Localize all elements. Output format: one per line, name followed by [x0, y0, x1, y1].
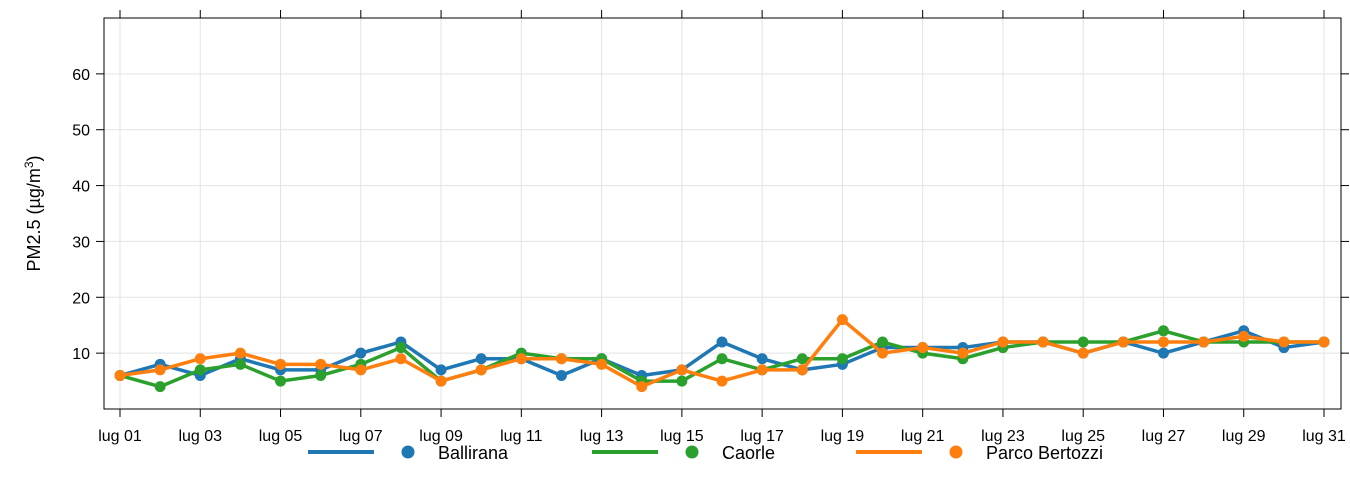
- x-tick-label: lug 09: [419, 428, 463, 445]
- data-point: [1077, 336, 1089, 348]
- x-tick-label: lug 25: [1061, 428, 1105, 445]
- data-point: [1157, 325, 1169, 337]
- data-point: [194, 353, 206, 365]
- y-tick-label: 20: [72, 290, 90, 307]
- x-tick-label: lug 13: [580, 428, 624, 445]
- data-point: [796, 364, 808, 376]
- data-point: [917, 342, 929, 354]
- y-tick-label: 60: [72, 67, 90, 84]
- data-point: [315, 358, 327, 370]
- data-point: [877, 347, 889, 359]
- data-point: [1238, 330, 1250, 342]
- x-tick-label: lug 03: [178, 428, 222, 445]
- data-point: [596, 358, 608, 370]
- data-point: [676, 364, 688, 376]
- data-point: [1117, 336, 1129, 348]
- plot-frame: [103, 17, 1342, 410]
- data-point: [395, 342, 407, 354]
- data-point: [154, 364, 166, 376]
- x-tick-label: lug 23: [981, 428, 1025, 445]
- data-point: [1157, 347, 1169, 359]
- data-point: [1198, 336, 1210, 348]
- legend-point-swatch: [401, 445, 415, 459]
- y-axis-title-main: PM2.5 (µg/m: [24, 168, 44, 271]
- data-point: [716, 375, 728, 387]
- data-point: [756, 364, 768, 376]
- data-point: [555, 369, 567, 381]
- data-point: [877, 336, 889, 348]
- data-point: [315, 369, 327, 381]
- x-tick-label: lug 21: [901, 428, 945, 445]
- x-tick-label: lug 31: [1302, 428, 1346, 445]
- data-point: [716, 336, 728, 348]
- data-point: [435, 375, 447, 387]
- x-tick-label: lug 29: [1222, 428, 1266, 445]
- legend-label: Parco Bertozzi: [986, 443, 1103, 463]
- x-tick-label: lug 17: [740, 428, 784, 445]
- data-point: [1037, 336, 1049, 348]
- data-point: [234, 358, 246, 370]
- legend-point-swatch: [685, 445, 699, 459]
- y-axis-title: PM2.5 (µg/m3): [22, 155, 44, 271]
- y-tick-label: 10: [72, 346, 90, 363]
- data-point: [395, 353, 407, 365]
- legend-label: Ballirana: [438, 443, 509, 463]
- series-parco-bertozzi: [114, 314, 1330, 393]
- y-axis-title-close: ): [24, 155, 44, 161]
- x-tick-label: lug 07: [339, 428, 383, 445]
- x-tick-label: lug 05: [259, 428, 303, 445]
- series-lines: [114, 314, 1330, 393]
- data-point: [836, 314, 848, 326]
- data-point: [555, 353, 567, 365]
- data-point: [475, 353, 487, 365]
- legend-item: Parco Bertozzi: [856, 443, 1103, 463]
- data-point: [515, 353, 527, 365]
- data-point: [475, 364, 487, 376]
- x-tick-label: lug 11: [500, 428, 543, 445]
- y-tick-label: 50: [72, 123, 90, 140]
- data-point: [194, 364, 206, 376]
- data-point: [636, 381, 648, 393]
- data-point: [1318, 336, 1330, 348]
- legend: Ballirana Caorle Parco Bertozzi: [308, 443, 1103, 463]
- data-point: [355, 347, 367, 359]
- y-tick-label: 40: [72, 179, 90, 196]
- legend-item: Caorle: [592, 443, 775, 463]
- data-point: [154, 381, 166, 393]
- y-tick-label: 30: [72, 234, 90, 251]
- x-tick-label: lug 27: [1142, 428, 1186, 445]
- data-point: [756, 353, 768, 365]
- data-point: [796, 353, 808, 365]
- y-axis-title-superscript: 3: [22, 161, 36, 168]
- legend-item: Ballirana: [308, 443, 509, 463]
- data-point: [957, 347, 969, 359]
- data-point: [114, 369, 126, 381]
- data-point: [355, 364, 367, 376]
- data-point: [1278, 336, 1290, 348]
- data-point: [234, 347, 246, 359]
- axes: lug 01 lug 03 lug 05 lug 07 lug 09 lug 11 lug …: [72, 10, 1349, 445]
- data-point: [435, 364, 447, 376]
- data-point: [836, 353, 848, 365]
- data-point: [275, 358, 287, 370]
- x-tick-label: lug 19: [821, 428, 865, 445]
- data-point: [716, 353, 728, 365]
- data-point: [997, 336, 1009, 348]
- x-tick-label: lug 15: [660, 428, 704, 445]
- data-point: [1157, 336, 1169, 348]
- x-tick-label: lug 01: [98, 428, 142, 445]
- legend-point-swatch: [949, 445, 963, 459]
- data-point: [676, 375, 688, 387]
- data-point: [275, 375, 287, 387]
- data-point: [1077, 347, 1089, 359]
- legend-label: Caorle: [722, 443, 775, 463]
